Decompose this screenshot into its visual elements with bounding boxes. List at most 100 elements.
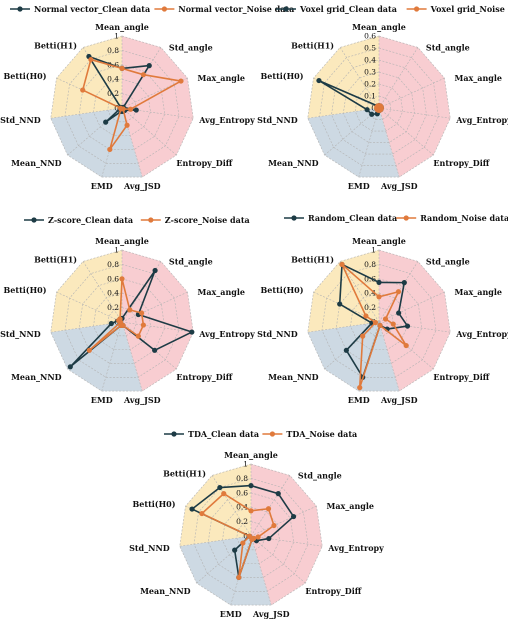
- axis-label: Max_angle: [197, 287, 245, 297]
- series-point: [337, 301, 343, 307]
- series-point: [236, 574, 242, 581]
- axis-label: EMD: [91, 181, 113, 191]
- series-point: [139, 310, 145, 316]
- legend-label: Z-score_Clean data: [48, 215, 133, 225]
- series-point: [135, 333, 141, 339]
- series-point: [67, 364, 73, 370]
- spoke: [378, 321, 400, 392]
- legend-label: Normal vector_Noise data: [178, 4, 294, 14]
- tick-label: 0.4: [364, 56, 376, 65]
- grid-ring: [343, 71, 415, 143]
- series-point: [364, 107, 370, 113]
- axis-label: Avg_Entropy: [455, 329, 508, 339]
- axis-label: Betti(H0): [4, 285, 47, 295]
- legend-marker: [148, 217, 154, 223]
- series-point: [119, 276, 125, 282]
- axis-label: EMD: [348, 395, 370, 405]
- grid-ring: [307, 249, 451, 392]
- spoke: [101, 321, 123, 392]
- sector-distance: [50, 322, 143, 392]
- grid-ring: [350, 292, 408, 350]
- spoke: [358, 107, 380, 178]
- grid-ring: [50, 35, 194, 178]
- series-point: [117, 316, 123, 322]
- series-point: [127, 106, 134, 112]
- series-point: [377, 322, 383, 329]
- legend-marker: [171, 431, 177, 437]
- tick-label: 0.1: [364, 92, 376, 101]
- series-point: [248, 508, 254, 514]
- axis-label: Std_angle: [169, 42, 213, 52]
- legend-label: Random_Clean data: [308, 213, 397, 223]
- legend-label: Voxel grid_Clean data: [299, 4, 397, 14]
- legend-label: Z-score_Noise data: [165, 215, 250, 225]
- axis-label: Avg_JSD: [123, 181, 161, 191]
- series-point: [246, 533, 253, 539]
- spoke: [50, 107, 123, 119]
- grid-ring: [179, 463, 323, 606]
- series-point: [199, 510, 205, 517]
- spoke: [250, 535, 272, 606]
- spoke: [121, 291, 188, 323]
- axis-label: Std_angle: [169, 256, 213, 266]
- axis-label: Avg_JSD: [380, 181, 418, 191]
- axis-label: EMD: [91, 395, 113, 405]
- sector-distance: [50, 108, 143, 178]
- axis-label: Std_angle: [298, 470, 342, 480]
- sector-angle-entropy: [379, 36, 451, 178]
- series-point: [266, 535, 272, 542]
- series-point: [316, 77, 322, 84]
- grid-ring: [366, 95, 392, 120]
- spoke: [378, 107, 400, 178]
- legend-marker: [17, 6, 23, 12]
- tick-label: 0.8: [107, 260, 119, 269]
- axis-label: Avg_JSD: [123, 395, 161, 405]
- axis-label: Betti(H1): [291, 254, 334, 264]
- series-point: [271, 522, 277, 529]
- spoke: [250, 535, 323, 547]
- series-point: [343, 347, 349, 353]
- series-point: [369, 111, 375, 117]
- grid-ring: [93, 292, 151, 350]
- grid-ring: [307, 35, 451, 178]
- axis-label: Mean_angle: [95, 236, 149, 246]
- tick-label: 0.4: [107, 289, 119, 298]
- grid-ring: [107, 93, 137, 123]
- series-point: [375, 103, 381, 109]
- legend-marker: [403, 215, 409, 221]
- series-point: [376, 294, 382, 300]
- sector-topology: [307, 36, 379, 119]
- series-point: [401, 280, 407, 286]
- tick-label: 0.2: [364, 303, 376, 312]
- tick-label: 0.3: [364, 68, 376, 77]
- series-point: [339, 261, 345, 268]
- axis-label: Betti(H1): [34, 40, 77, 50]
- sector-angle-entropy: [251, 464, 323, 606]
- spoke: [378, 107, 451, 119]
- axis-label: Avg_JSD: [252, 609, 290, 619]
- axis-label: Std_NND: [0, 115, 41, 125]
- axis-label: Mean_NND: [268, 372, 319, 382]
- sector-distance: [179, 536, 272, 606]
- series-point: [232, 547, 238, 553]
- axis-label: Std_NND: [257, 115, 298, 125]
- spoke: [378, 291, 445, 323]
- series-point: [88, 56, 94, 63]
- tick-label: 0.6: [236, 488, 248, 497]
- axis-label: Entropy_Diff: [176, 372, 232, 382]
- spoke: [250, 505, 317, 537]
- series-point: [152, 267, 158, 274]
- tick-label: 0.6: [364, 32, 376, 41]
- axis-label: Avg_JSD: [380, 395, 418, 405]
- legend-marker: [414, 6, 420, 12]
- series-point: [403, 342, 409, 349]
- spoke: [82, 261, 123, 323]
- tick-label: 0.2: [107, 303, 119, 312]
- spoke: [339, 261, 380, 323]
- axis-label: Entropy_Diff: [433, 372, 489, 382]
- grid-ring: [107, 307, 137, 337]
- spoke: [378, 107, 434, 156]
- axis-label: Std_angle: [426, 256, 470, 266]
- series-point: [390, 321, 396, 327]
